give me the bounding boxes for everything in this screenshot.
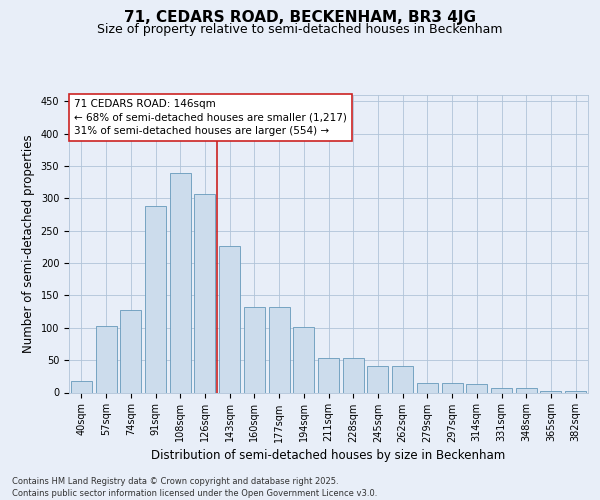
Bar [392, 366, 413, 392]
Bar [367, 366, 388, 392]
Bar [541, 390, 562, 392]
Bar [466, 384, 487, 392]
Bar [145, 206, 166, 392]
Bar [343, 358, 364, 392]
Bar [244, 307, 265, 392]
Bar [95, 326, 116, 392]
Bar [219, 246, 240, 392]
Bar [417, 383, 438, 392]
Text: 71, CEDARS ROAD, BECKENHAM, BR3 4JG: 71, CEDARS ROAD, BECKENHAM, BR3 4JG [124, 10, 476, 25]
X-axis label: Distribution of semi-detached houses by size in Beckenham: Distribution of semi-detached houses by … [151, 448, 506, 462]
Y-axis label: Number of semi-detached properties: Number of semi-detached properties [22, 134, 35, 353]
Text: Contains HM Land Registry data © Crown copyright and database right 2025.
Contai: Contains HM Land Registry data © Crown c… [12, 476, 377, 498]
Bar [170, 172, 191, 392]
Bar [318, 358, 339, 392]
Bar [442, 383, 463, 392]
Bar [120, 310, 141, 392]
Bar [516, 388, 537, 392]
Text: Size of property relative to semi-detached houses in Beckenham: Size of property relative to semi-detach… [97, 24, 503, 36]
Bar [491, 388, 512, 392]
Bar [71, 381, 92, 392]
Bar [293, 327, 314, 392]
Bar [565, 390, 586, 392]
Text: 71 CEDARS ROAD: 146sqm
← 68% of semi-detached houses are smaller (1,217)
31% of : 71 CEDARS ROAD: 146sqm ← 68% of semi-det… [74, 100, 347, 136]
Bar [269, 307, 290, 392]
Bar [194, 194, 215, 392]
